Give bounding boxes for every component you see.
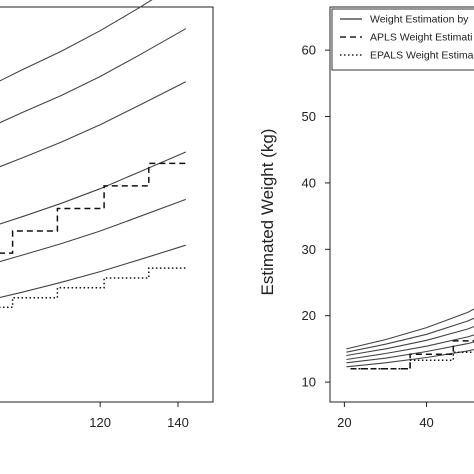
left-series-dotted-7 [0, 267, 186, 308]
left-x-tick-label-120: 120 [89, 415, 111, 430]
left-series-dashed-6 [0, 162, 186, 254]
left-series-solid-1 [0, 28, 187, 124]
right-y-tick-label-50: 50 [302, 109, 316, 124]
right-x-tick-label-40: 40 [419, 415, 433, 430]
legend-label-epals: EPALS Weight Estima [370, 50, 474, 62]
right-series-solid-1 [346, 317, 474, 353]
right-series-solid-3 [346, 334, 474, 361]
left-series-solid-0 [0, 0, 153, 82]
left-series-solid-2 [0, 81, 187, 168]
legend-label-weight-estimation: Weight Estimation by [370, 14, 469, 26]
left-series-solid-5 [0, 244, 186, 299]
right-x-axis: 20 40 [337, 402, 434, 430]
left-series-solid-4 [0, 198, 186, 263]
right-plot-area [346, 308, 474, 370]
right-y-tick-label-20: 20 [302, 308, 316, 323]
right-x-tick-label-20: 20 [337, 415, 351, 430]
right-series-solid-4 [346, 341, 474, 364]
right-series-dashed-6 [350, 340, 474, 370]
legend-label-apls: APLS Weight Estimati [370, 32, 473, 44]
legend: Weight Estimation by APLS Weight Estimat… [331, 8, 474, 71]
left-series-solid-3 [0, 151, 187, 225]
right-series-solid-5 [346, 348, 474, 368]
right-series-solid-0 [346, 308, 474, 350]
right-y-axis: 10 20 30 40 50 60 [302, 43, 330, 390]
right-y-tick-label-10: 10 [302, 375, 316, 390]
right-plot-frame [329, 6, 474, 403]
left-x-axis: 120 140 [89, 402, 189, 430]
y-axis-title: Estimated Weight (kg) [258, 129, 277, 296]
left-plot-frame [0, 6, 214, 403]
left-plot-area [0, 0, 187, 308]
right-series-solid-2 [346, 326, 474, 357]
right-y-tick-label-30: 30 [302, 242, 316, 257]
left-x-tick-label-140: 140 [167, 415, 189, 430]
right-y-tick-label-60: 60 [302, 43, 316, 58]
right-y-tick-label-40: 40 [302, 175, 316, 190]
